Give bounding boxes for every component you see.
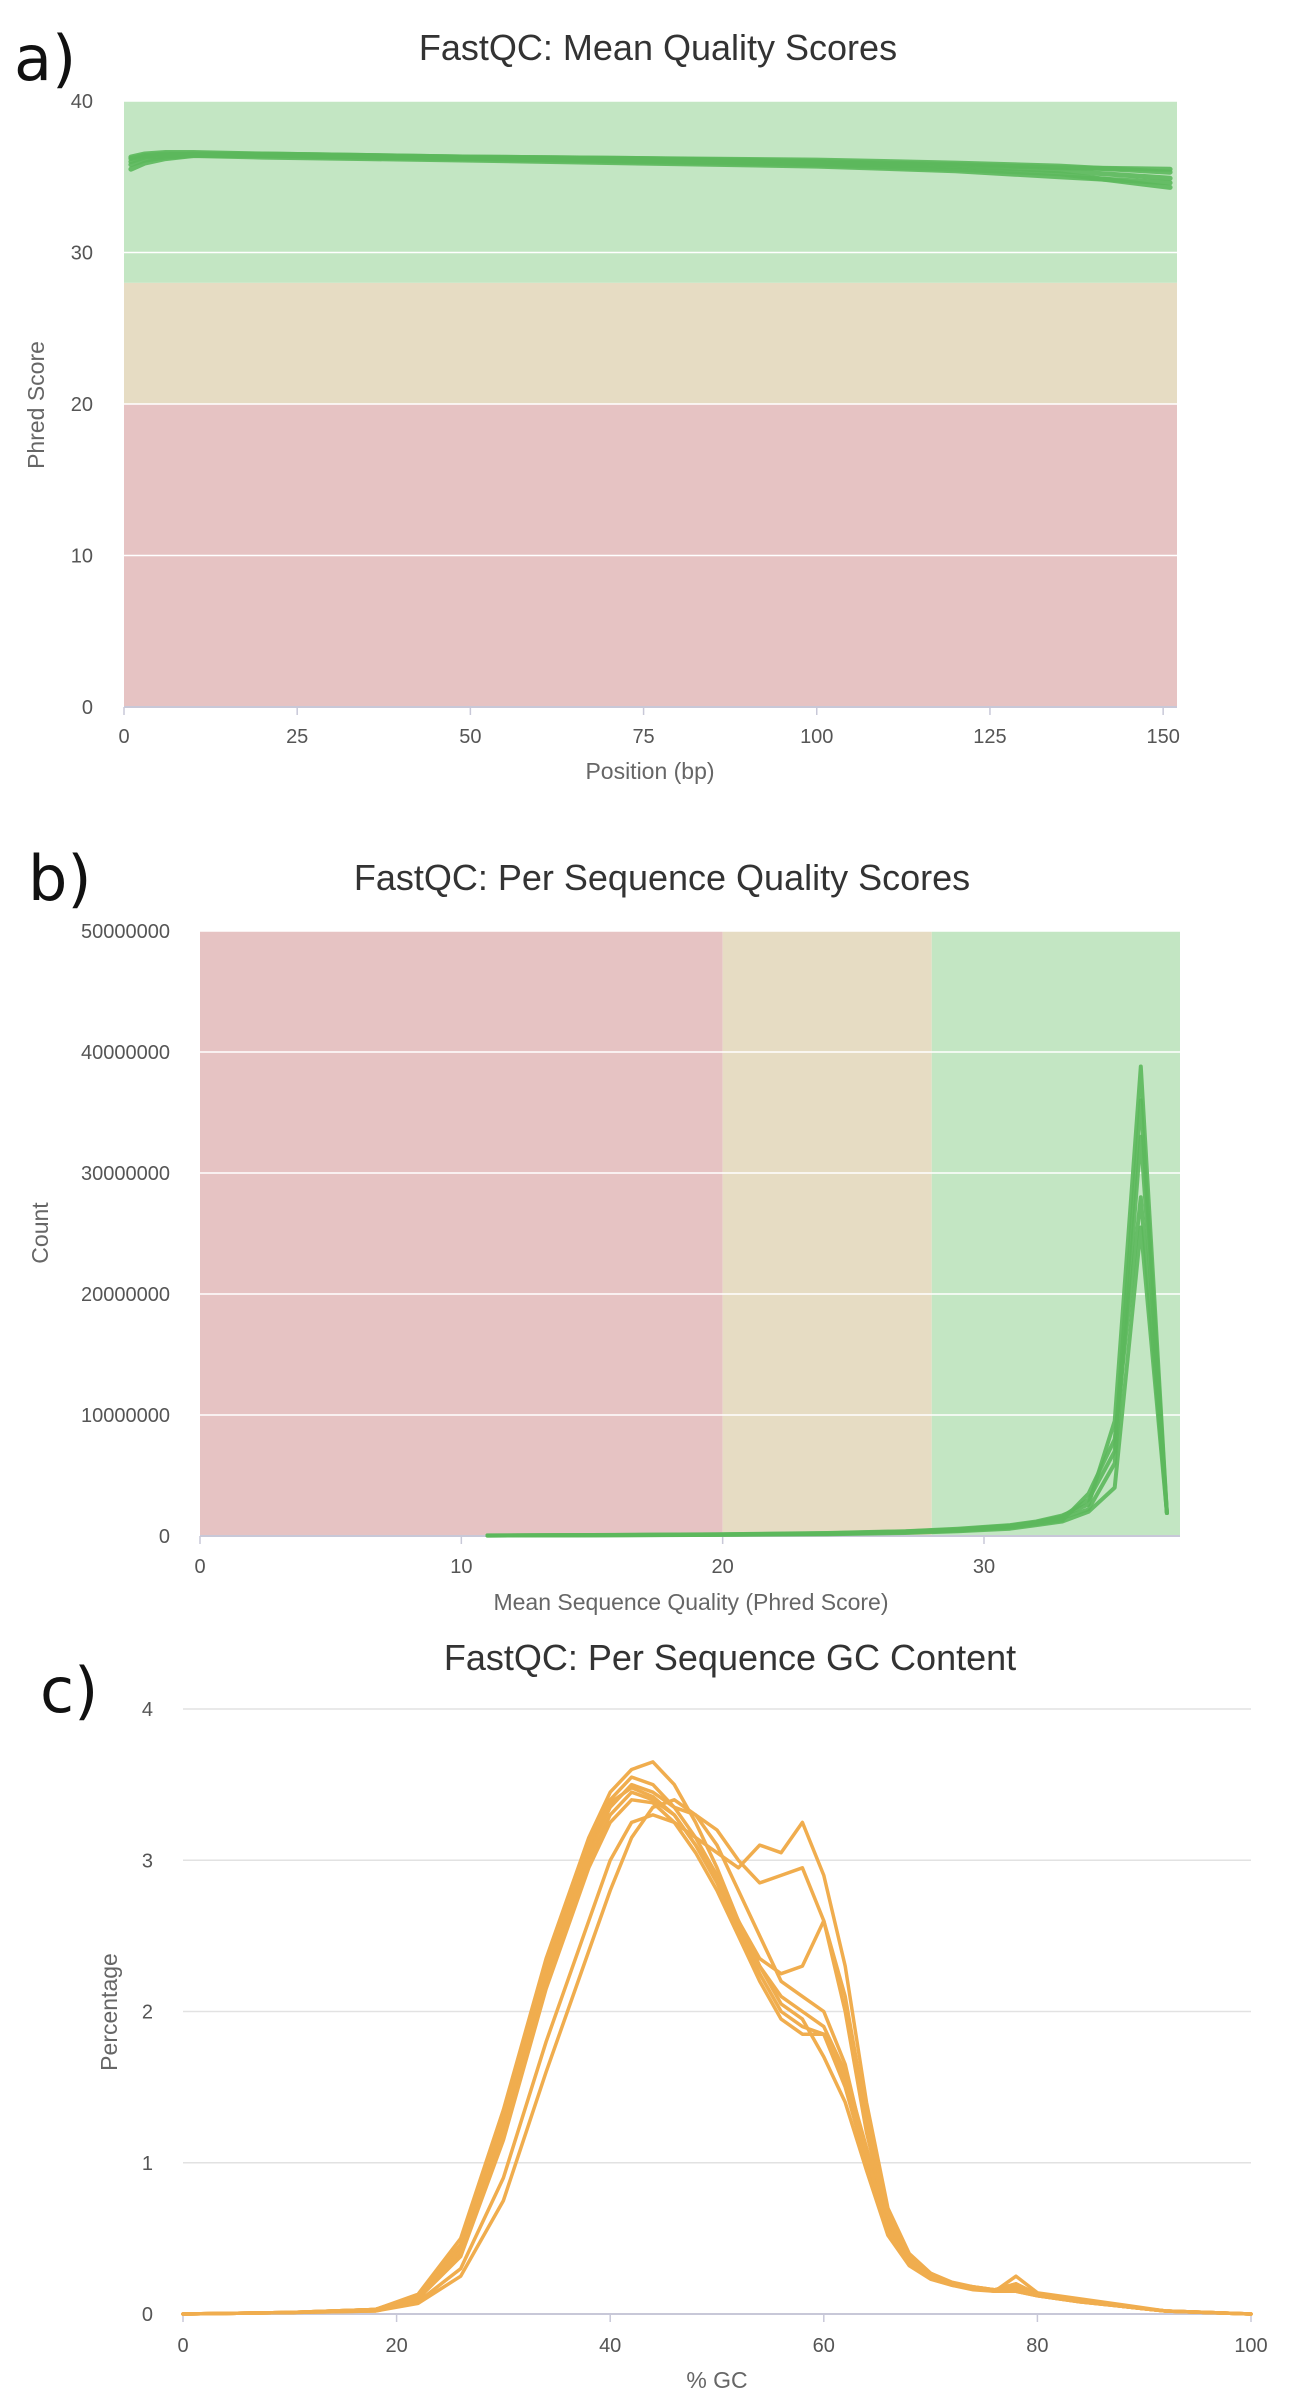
y-axis-label-a: Phred Score — [23, 341, 49, 469]
panel-label-a: a) — [14, 22, 76, 95]
chart-per-sequence-quality-scores: b) FastQC: Per Sequence Quality Scores M… — [27, 842, 1180, 1615]
x-tick-label-a-5: 125 — [973, 726, 1006, 748]
zone-b-0 — [200, 931, 723, 1536]
series-line-c-1 — [181, 1790, 1253, 2316]
y-tick-label-c-2: 2 — [142, 2002, 153, 2024]
x-axis-label-b: Mean Sequence Quality (Phred Score) — [493, 1589, 888, 1615]
y-axis-label-c: Percentage — [96, 1953, 122, 2071]
series-line-b-4 — [485, 1098, 1169, 1538]
y-tick-label-c-4: 4 — [142, 1699, 153, 1721]
y-tick-label-a-3: 30 — [71, 243, 93, 265]
series-line-c-6 — [181, 1798, 1253, 2316]
x-tick-label-b-3: 30 — [973, 1556, 995, 1578]
x-tick-label-a-3: 75 — [632, 726, 654, 748]
y-tick-label-b-3: 30000000 — [81, 1163, 170, 1185]
y-tick-label-a-0: 0 — [82, 697, 93, 719]
y-tick-label-b-0: 0 — [159, 1526, 170, 1548]
y-tick-label-b-1: 10000000 — [81, 1405, 170, 1427]
series-line-a-4 — [128, 150, 1173, 175]
y-tick-label-c-3: 3 — [142, 1850, 153, 1872]
y-tick-label-a-2: 20 — [71, 394, 93, 416]
zone-a-2 — [124, 101, 1177, 283]
x-tick-label-c-5: 100 — [1234, 2335, 1267, 2357]
y-tick-label-c-1: 1 — [142, 2153, 153, 2175]
y-axis-label-b: Count — [27, 1202, 53, 1264]
chart-per-sequence-gc-content: c) FastQC: Per Sequence GC Content % GC … — [40, 1637, 1268, 2393]
x-tick-label-c-3: 60 — [813, 2335, 835, 2357]
panel-label-b: b) — [28, 842, 92, 915]
y-tick-label-a-4: 40 — [71, 91, 93, 113]
x-tick-label-a-2: 50 — [459, 726, 481, 748]
x-axis-label-a: Position (bp) — [585, 758, 714, 784]
x-tick-label-a-6: 150 — [1146, 726, 1179, 748]
x-tick-label-b-2: 20 — [712, 1556, 734, 1578]
x-tick-label-c-2: 40 — [599, 2335, 621, 2357]
series-line-c-7 — [181, 1785, 1253, 2316]
x-tick-label-a-0: 0 — [118, 726, 129, 748]
series-line-c-0 — [181, 1775, 1253, 2316]
x-tick-label-b-0: 0 — [194, 1556, 205, 1578]
x-tick-label-c-4: 80 — [1026, 2335, 1048, 2357]
chart-title-a: FastQC: Mean Quality Scores — [419, 27, 897, 68]
zone-a-1 — [124, 282, 1177, 404]
x-tick-label-a-1: 25 — [286, 726, 308, 748]
x-tick-label-a-4: 100 — [800, 726, 833, 748]
zone-b-1 — [722, 931, 932, 1536]
y-tick-label-b-2: 20000000 — [81, 1284, 170, 1306]
chart-title-b: FastQC: Per Sequence Quality Scores — [354, 857, 970, 898]
panel-label-c: c) — [40, 1654, 98, 1727]
x-tick-label-c-1: 20 — [385, 2335, 407, 2357]
series-line-a-3 — [128, 153, 1173, 186]
x-tick-label-c-0: 0 — [177, 2335, 188, 2357]
x-axis-label-c: % GC — [686, 2367, 747, 2393]
y-tick-label-c-0: 0 — [142, 2304, 153, 2326]
chart-title-c: FastQC: Per Sequence GC Content — [444, 1637, 1016, 1678]
chart-mean-quality-scores: a) FastQC: Mean Quality Scores Position … — [14, 22, 1180, 784]
y-tick-label-a-1: 10 — [71, 546, 93, 568]
y-tick-label-b-5: 50000000 — [81, 921, 170, 943]
y-tick-label-b-4: 40000000 — [81, 1042, 170, 1064]
x-tick-label-b-1: 10 — [450, 1556, 472, 1578]
